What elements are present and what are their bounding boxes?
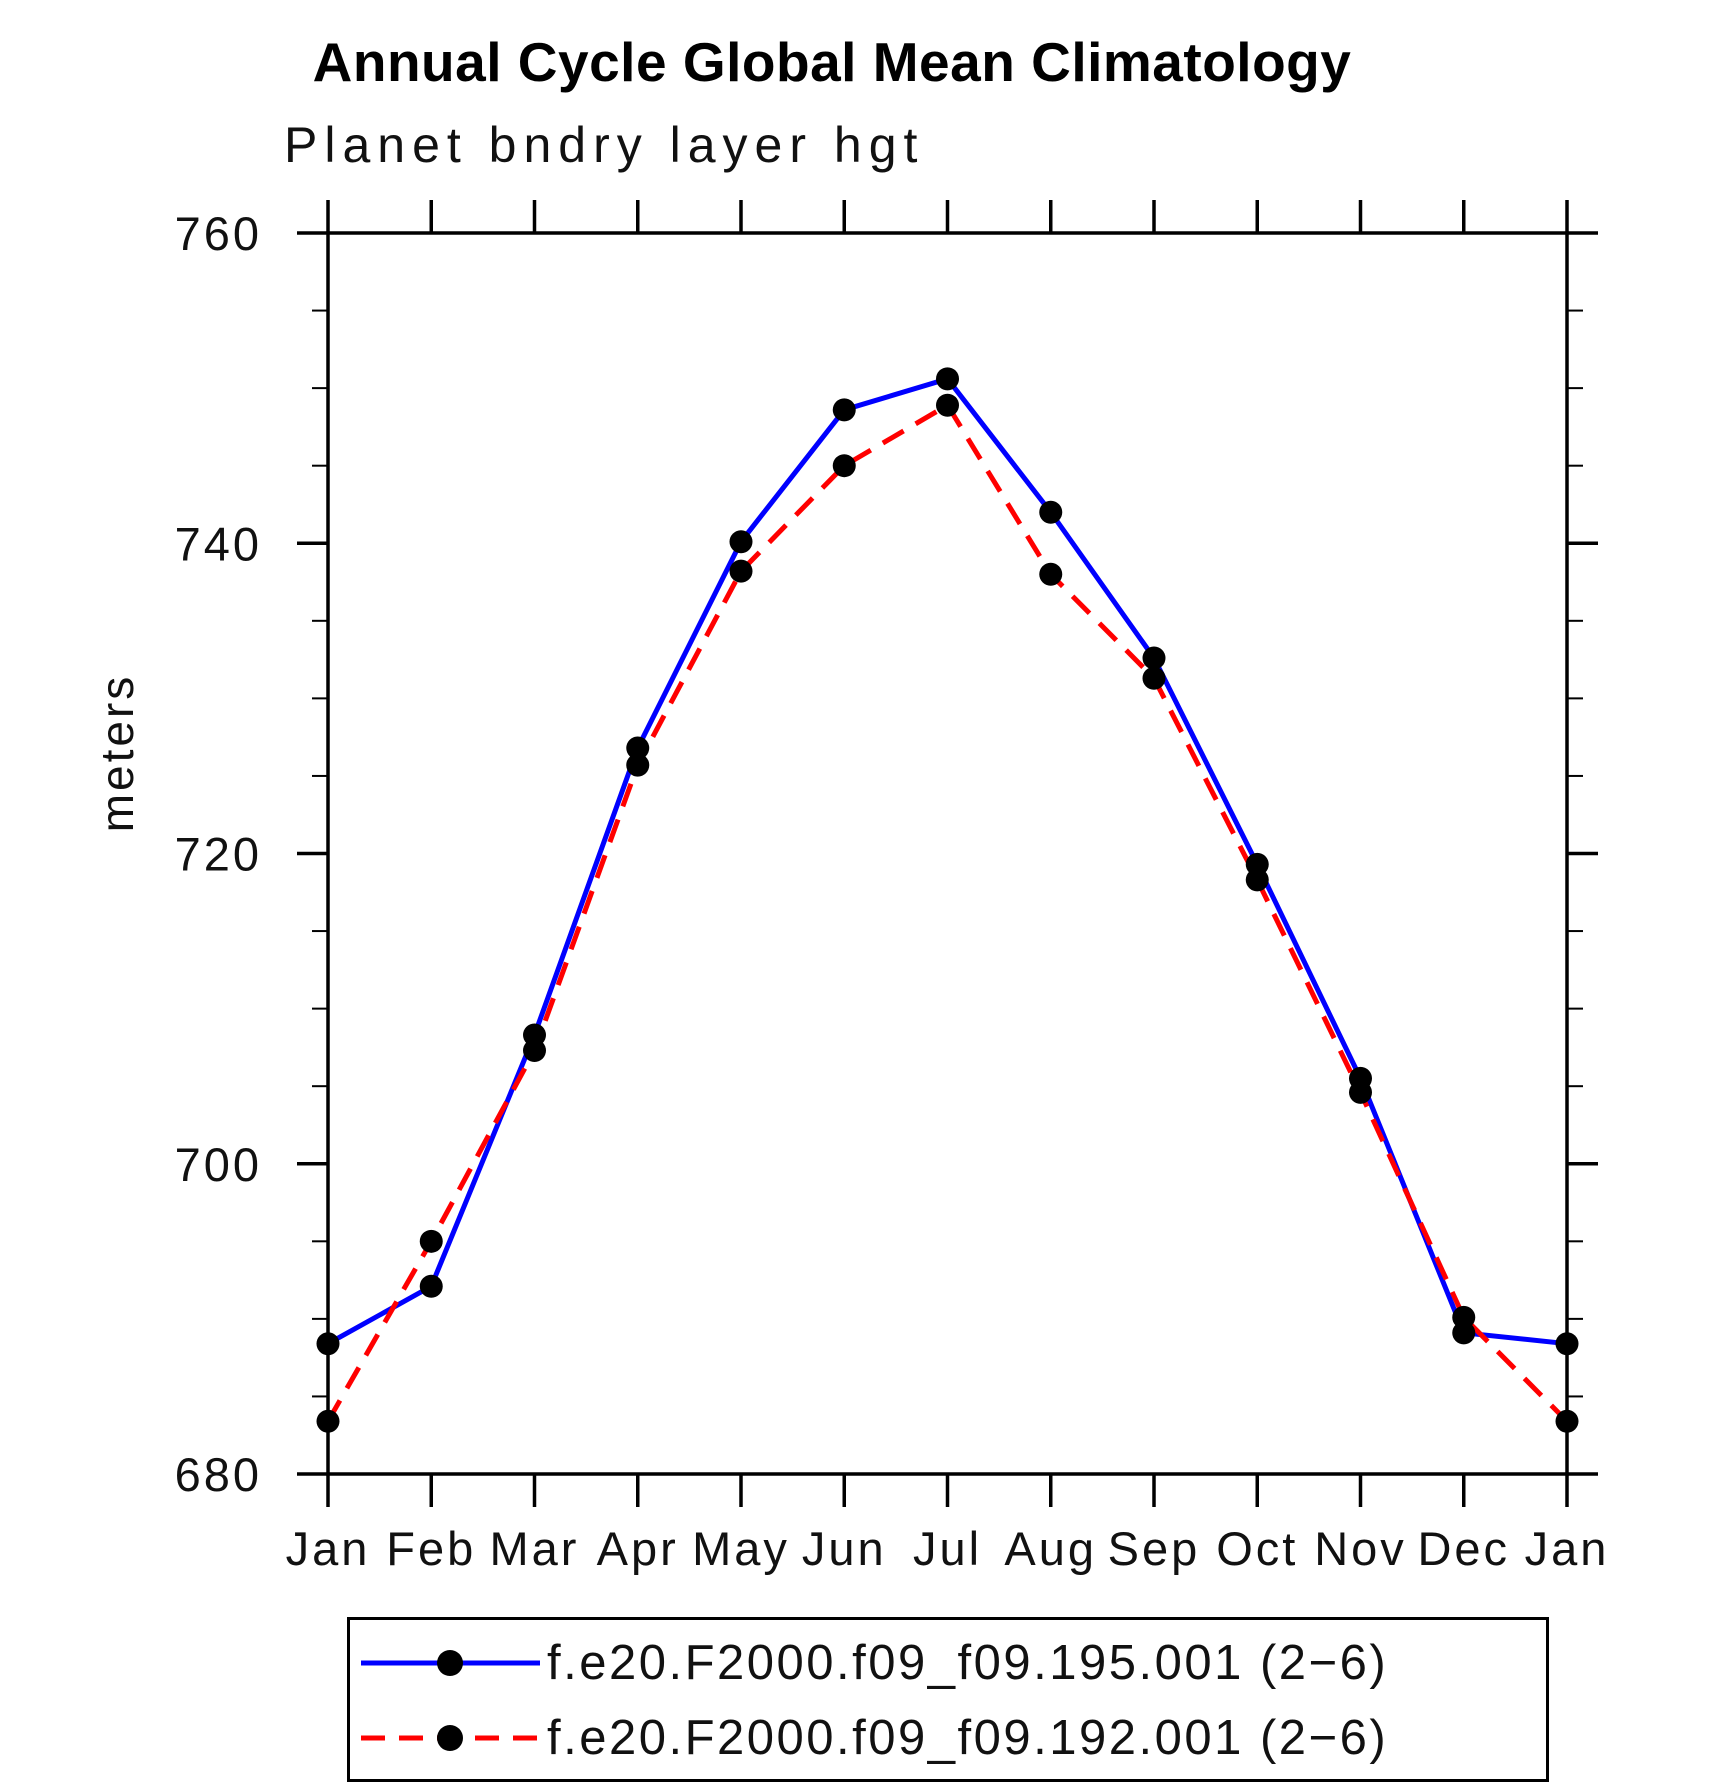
svg-text:Jan: Jan — [286, 1522, 371, 1575]
svg-text:720: 720 — [175, 828, 262, 881]
y-axis-ticks — [297, 231, 1598, 1476]
svg-text:Jul: Jul — [913, 1522, 982, 1575]
y-axis-tick-labels: 680 700 720 740 760 — [175, 207, 262, 1501]
svg-text:760: 760 — [175, 207, 262, 260]
x-axis-ticks — [326, 200, 1569, 1507]
x-axis-month-labels: Jan Feb Mar Apr May Jun Jul Aug Sep Oct Nov Dec Jan — [286, 1522, 1610, 1575]
chart-title: Annual Cycle Global Mean Climatology — [312, 31, 1352, 93]
svg-text:Aug: Aug — [1004, 1522, 1097, 1575]
data-point-markers — [316, 367, 1579, 1433]
svg-text:Jan: Jan — [1525, 1522, 1610, 1575]
svg-text:740: 740 — [175, 517, 262, 570]
series-line-blue — [326, 375, 1568, 1347]
legend-line-sample-blue — [361, 1650, 540, 1676]
svg-text:Jun: Jun — [802, 1522, 887, 1575]
svg-text:Oct: Oct — [1216, 1522, 1298, 1575]
svg-text:680: 680 — [175, 1448, 262, 1501]
legend-item-195: f.e20.F2000.f09_f09.195.001 (2−6) — [354, 1635, 1389, 1690]
svg-text:Feb: Feb — [386, 1522, 476, 1575]
chart-subtitle: Planet bndry layer hgt — [284, 117, 925, 173]
svg-text:Apr: Apr — [597, 1522, 679, 1575]
svg-text:Nov: Nov — [1314, 1522, 1407, 1575]
svg-text:Mar: Mar — [490, 1522, 580, 1575]
series-line-red — [325, 401, 1569, 1424]
axis-frame — [326, 231, 1569, 1476]
legend-item-192: f.e20.F2000.f09_f09.192.001 (2−6) — [354, 1710, 1389, 1765]
svg-text:Dec: Dec — [1417, 1522, 1510, 1575]
legend-box: f.e20.F2000.f09_f09.195.001 (2−6) f.e20.… — [347, 1617, 1549, 1782]
svg-text:700: 700 — [175, 1138, 262, 1191]
legend-label-195: f.e20.F2000.f09_f09.195.001 (2−6) — [547, 1635, 1389, 1690]
legend-line-sample-red — [361, 1725, 540, 1751]
svg-text:May: May — [692, 1522, 790, 1575]
legend-label-192: f.e20.F2000.f09_f09.192.001 (2−6) — [547, 1710, 1389, 1765]
svg-text:Sep: Sep — [1108, 1522, 1201, 1575]
